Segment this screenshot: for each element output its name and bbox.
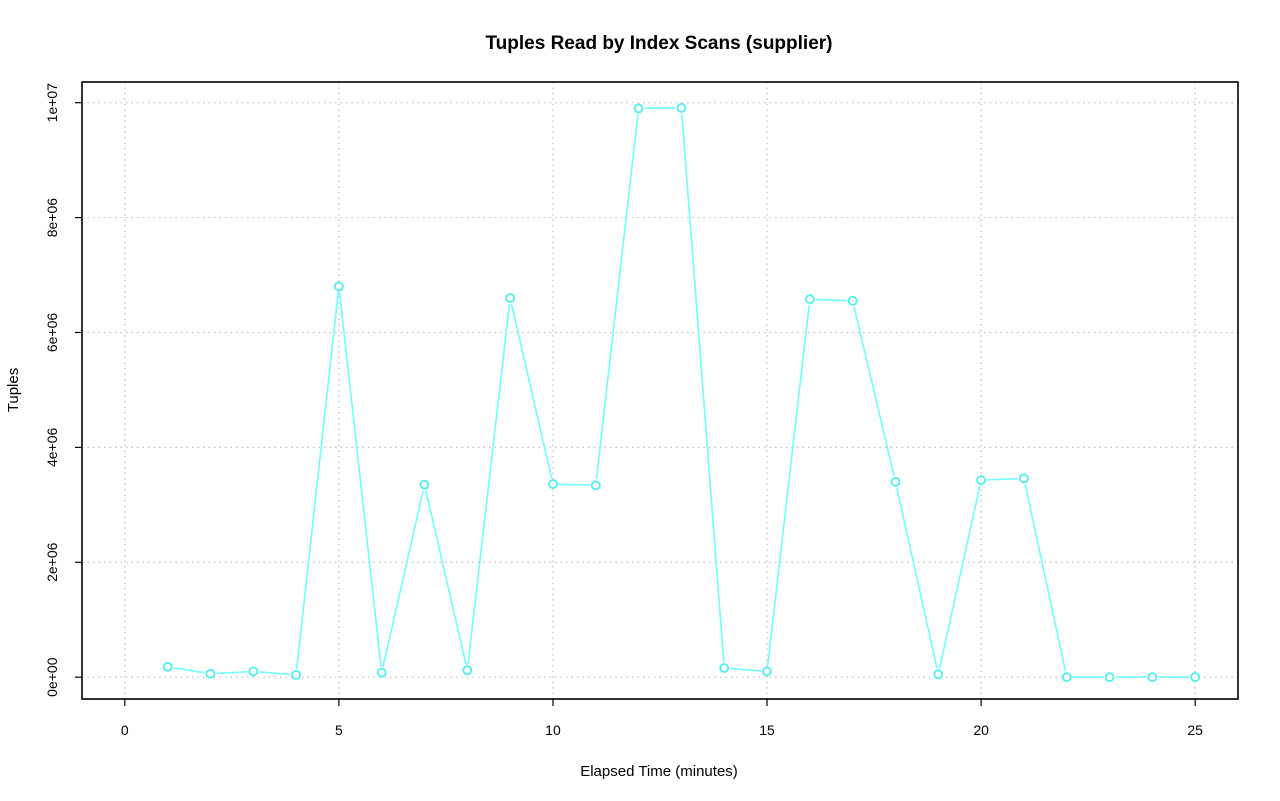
y-tick-label: 8e+06 — [44, 198, 60, 238]
data-point — [1190, 672, 1201, 683]
plot-frame — [81, 81, 1239, 700]
series-line-segment — [815, 298, 847, 302]
series-line-segment — [896, 487, 938, 669]
y-tick-label: 6e+06 — [44, 313, 60, 353]
series-line-segment — [467, 303, 511, 665]
data-point — [762, 666, 772, 677]
series-line-segment — [766, 305, 810, 666]
x-tick-label: 10 — [545, 722, 561, 738]
series-layer — [162, 102, 1201, 683]
x-tick-label: 5 — [335, 722, 343, 738]
data-point — [633, 103, 644, 114]
data-point — [1019, 473, 1029, 484]
data-point — [933, 669, 944, 680]
series-line-segment — [259, 671, 291, 676]
data-point — [291, 669, 301, 680]
series-line-segment — [510, 303, 553, 479]
series-line-segment — [987, 477, 1018, 481]
data-point — [804, 294, 815, 305]
data-point — [333, 281, 344, 292]
data-point — [1104, 672, 1115, 683]
series-line-segment — [730, 667, 762, 672]
series-line-segment — [681, 113, 725, 663]
x-tick-label: 20 — [973, 722, 989, 738]
y-tick-label: 4e+06 — [44, 428, 60, 468]
data-point — [205, 668, 216, 679]
data-point — [548, 479, 558, 490]
data-point — [162, 661, 173, 672]
series-line-segment — [853, 306, 895, 477]
data-point — [462, 665, 473, 676]
y-axis-label: Tuples — [5, 368, 22, 412]
data-point — [976, 475, 987, 486]
series-line-segment — [216, 670, 248, 675]
data-point — [676, 102, 687, 113]
y-tick-label: 2e+06 — [44, 542, 60, 582]
chart-title: Tuples Read by Index Scans (supplier) — [485, 33, 832, 54]
data-point — [590, 480, 601, 491]
data-point — [1061, 672, 1072, 683]
series-line-segment — [595, 114, 639, 480]
data-point — [890, 476, 901, 487]
series-line-segment — [938, 485, 981, 669]
series-line-segment — [1024, 484, 1067, 672]
y-tick-label: 0e+00 — [44, 657, 60, 697]
data-point — [376, 667, 387, 678]
x-tick-label: 0 — [121, 722, 129, 738]
data-point — [847, 295, 858, 306]
grid-lines — [82, 82, 1238, 699]
x-axis-label: Elapsed Time (minutes) — [580, 763, 738, 780]
y-tick-label: 1e+07 — [44, 83, 60, 123]
series-line-segment — [382, 490, 424, 667]
series-line-segment — [295, 292, 340, 669]
x-axis: 0 5 10 15 20 25 — [121, 699, 1203, 738]
data-point — [1147, 672, 1158, 683]
data-point — [505, 293, 516, 303]
data-point — [719, 663, 730, 673]
data-point — [248, 666, 259, 677]
y-axis: 0e+00 2e+06 4e+06 6e+06 8e+06 1e+07 — [44, 83, 82, 697]
x-tick-label: 25 — [1187, 722, 1203, 738]
series-line-segment — [338, 292, 382, 667]
series-line-segment — [173, 666, 205, 674]
series-line-segment — [558, 483, 590, 486]
data-point — [419, 479, 430, 490]
series-line-segment — [425, 490, 467, 665]
x-tick-label: 15 — [759, 722, 775, 738]
